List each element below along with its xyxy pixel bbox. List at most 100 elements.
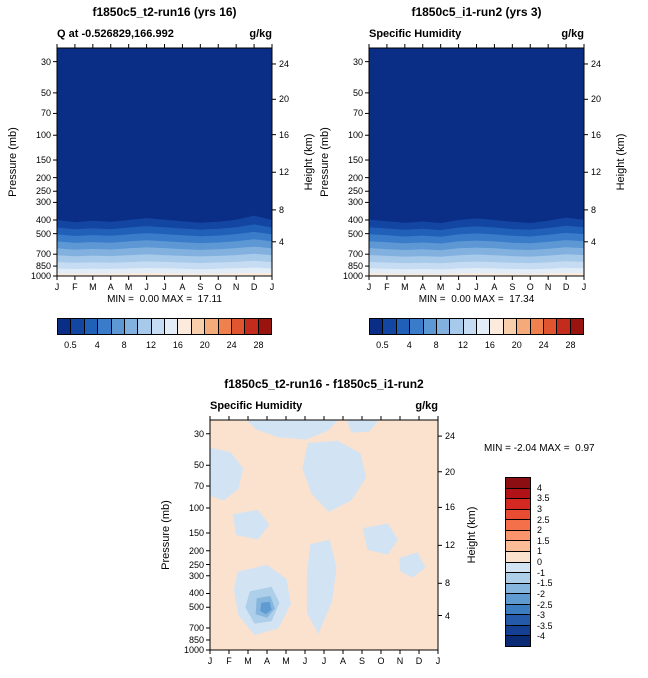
diff-colorbar xyxy=(505,477,531,647)
field-label: Specific Humidity xyxy=(369,28,462,40)
colorbar-segment xyxy=(529,319,543,334)
colorbar-tick-label: 4 xyxy=(406,340,412,350)
month-label: N xyxy=(396,656,404,666)
pressure-tick-label: 500 xyxy=(35,228,51,239)
pressure-tick-label: 700 xyxy=(35,249,51,260)
colorbar-segment xyxy=(382,319,396,334)
pressure-tick-label: 70 xyxy=(40,108,51,119)
month-label: M xyxy=(401,282,409,292)
month-label: O xyxy=(526,282,534,292)
colorbar-segment xyxy=(476,319,490,334)
colorbar-segment xyxy=(449,319,463,334)
month-label: M xyxy=(436,282,445,292)
month-label: A xyxy=(491,282,498,292)
pressure-tick-label: 100 xyxy=(188,503,204,513)
pressure-tick-label: 30 xyxy=(40,56,51,67)
colorbar-segment xyxy=(506,508,530,520)
height-tick-label: 24 xyxy=(279,58,290,69)
month-label: J xyxy=(581,282,587,292)
colorbar-segment xyxy=(506,603,530,615)
colorbar-segment xyxy=(110,319,124,334)
height-tick-label: 12 xyxy=(279,167,290,178)
height-tick-label: 20 xyxy=(279,94,290,105)
month-label: J xyxy=(302,656,308,666)
colorbar-tick-label: 3.5 xyxy=(537,493,550,504)
pressure-tick-label: 850 xyxy=(35,261,51,272)
height-tick-label: 24 xyxy=(591,58,602,69)
colorbar-segment xyxy=(516,319,530,334)
pressure-tick-label: 400 xyxy=(35,214,51,225)
height-tick-label: 16 xyxy=(279,129,290,140)
colorbar-segment xyxy=(177,319,191,334)
colorbar-segment xyxy=(97,319,111,334)
colorbar-tick-label: -3 xyxy=(537,610,546,621)
month-label: A xyxy=(339,656,346,666)
colorbar-segment xyxy=(506,593,530,604)
month-label: J xyxy=(54,282,60,292)
height-tick-label: 16 xyxy=(591,129,602,140)
colorbar-tick-label: 8 xyxy=(121,340,127,350)
colorbar-tick-label: 4 xyxy=(94,340,100,350)
colorbar-tick-label: 16 xyxy=(172,340,183,350)
minmax-text-run16: MIN = 0.00 MAX = 17.11 xyxy=(107,294,222,305)
pressure-tick-label: 250 xyxy=(188,559,204,570)
colorbar-segment xyxy=(164,319,178,334)
height-axis-title: Height (km) xyxy=(303,133,315,191)
height-tick-label: 8 xyxy=(445,578,451,589)
pressure-tick-label: 700 xyxy=(188,623,204,633)
pressure-tick-label: 400 xyxy=(188,588,204,599)
pressure-tick-label: 1000 xyxy=(183,645,204,655)
colorbar-tick-label: 0 xyxy=(537,557,543,567)
subheader-diff: Specific Humidity g/kg xyxy=(210,400,438,412)
colorbar-segment xyxy=(506,519,530,530)
colorbar-segment xyxy=(506,635,530,646)
height-tick-label: 20 xyxy=(591,94,602,105)
colorbar-tick-label: 2 xyxy=(537,525,543,536)
pressure-tick-label: 100 xyxy=(347,130,363,141)
colorbar-tick-label: 1 xyxy=(537,546,543,557)
panel-title-run16: f1850c5_t2-run16 (yrs 16) xyxy=(92,5,237,19)
contour-plot-run16 xyxy=(53,44,276,280)
colorbar-segment xyxy=(506,572,530,583)
height-tick-label: 12 xyxy=(591,167,602,178)
colorbar-segment xyxy=(556,319,570,334)
colorbar-segment xyxy=(542,319,557,334)
colorbar-segment xyxy=(435,319,450,334)
contour-fill xyxy=(57,48,272,276)
colorbar-tick-label: -1.5 xyxy=(537,578,553,589)
colorbar-segment xyxy=(506,487,530,499)
month-label: J xyxy=(207,656,213,666)
month-label: D xyxy=(250,282,258,292)
contour-plot-diff xyxy=(206,416,442,654)
colorbar-segment xyxy=(506,582,530,594)
pressure-tick-label: 70 xyxy=(352,108,363,119)
month-label: J xyxy=(456,282,461,292)
subheader-run16: Q at -0.526829,166.992 g/kg xyxy=(57,28,272,40)
height-tick-label: 24 xyxy=(445,431,456,442)
colorbar-tick-label: -2 xyxy=(537,588,546,599)
colorbar-segment xyxy=(506,614,530,625)
colorbar-tick-label: -2.5 xyxy=(537,599,553,610)
height-axis-title: Height (km) xyxy=(466,506,478,564)
colorbar-segment xyxy=(506,624,530,636)
pressure-tick-label: 150 xyxy=(347,155,363,166)
units-label: g/kg xyxy=(249,28,272,40)
pressure-tick-label: 70 xyxy=(193,481,204,491)
month-label: S xyxy=(509,282,516,292)
colorbar-segment xyxy=(137,319,151,334)
panel-title-diff: f1850c5_t2-run16 - f1850c5_i1-run2 xyxy=(224,377,424,391)
colorbar-segment xyxy=(462,319,476,334)
colorbar-segment xyxy=(506,561,530,573)
month-label: A xyxy=(179,282,186,292)
colorbar-tick-label: 20 xyxy=(199,340,210,350)
pressure-tick-label: 250 xyxy=(347,186,363,197)
month-label: A xyxy=(263,656,270,666)
colorbar-segment xyxy=(230,319,245,334)
minmax-text-run2: MIN = 0.00 MAX = 17.34 xyxy=(418,294,535,305)
colorbar-tick-label: -1 xyxy=(537,567,546,578)
pressure-tick-label: 500 xyxy=(347,228,363,239)
pressure-tick-label: 150 xyxy=(35,155,51,166)
colorbar-segment xyxy=(217,319,231,334)
month-label: O xyxy=(214,282,222,292)
month-label: F xyxy=(226,656,232,666)
